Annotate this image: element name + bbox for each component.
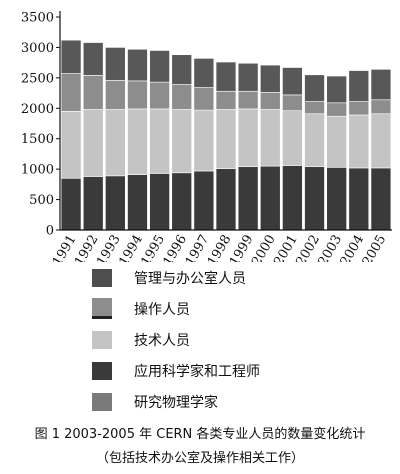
legend-item-operators: 操作人员 xyxy=(92,293,352,324)
bar-1992-series-1 xyxy=(82,109,104,177)
bar-2000-series-1 xyxy=(260,109,281,167)
legend-item-management: 管理与办公室人员 xyxy=(92,262,352,293)
bar-1994-series-1 xyxy=(127,108,148,175)
bar-1995-series-2 xyxy=(149,81,170,110)
bar-1999-series-3 xyxy=(237,62,259,92)
y-tick-label-1000: 1000 xyxy=(21,163,54,178)
y-tick-label-3500: 3500 xyxy=(21,11,54,26)
bar-1999-series-0 xyxy=(237,166,259,231)
bar-1992-series-0 xyxy=(82,176,104,231)
bar-1998-series-2 xyxy=(215,90,237,110)
bar-2004-series-1 xyxy=(348,114,370,169)
bars-group xyxy=(60,39,392,231)
bar-2003-series-0 xyxy=(326,167,347,231)
bar-2004-series-2 xyxy=(348,101,370,116)
bar-2005-series-3 xyxy=(370,69,392,101)
bar-2001-series-1 xyxy=(282,110,303,166)
bar-1994-series-0 xyxy=(127,174,148,231)
bar-1998-series-1 xyxy=(215,109,237,169)
legend-swatch-physicists xyxy=(92,392,112,411)
bar-1993-series-3 xyxy=(105,47,126,81)
x-tick-label-2005: 2005 xyxy=(360,233,390,263)
bar-1993-series-1 xyxy=(105,109,126,177)
legend-swatch-operators xyxy=(92,298,112,319)
bar-1997-series-3 xyxy=(193,58,215,88)
legend-item-technicians: 技术人员 xyxy=(92,324,352,355)
bar-1994-series-2 xyxy=(127,80,148,110)
legend-label-physicists: 研究物理学家 xyxy=(134,394,218,411)
legend-item-engineers: 应用科学家和工程师 xyxy=(92,355,352,386)
bar-2002-series-2 xyxy=(304,101,325,115)
y-tick-label-1500: 1500 xyxy=(21,132,54,147)
bar-1998-series-0 xyxy=(215,168,237,231)
y-tick-label-500: 500 xyxy=(29,193,54,208)
y-tick-label-0: 0 xyxy=(46,224,54,239)
bar-2004-series-3 xyxy=(348,70,370,102)
bar-1992-series-3 xyxy=(82,42,104,76)
bar-2001-series-2 xyxy=(282,94,303,112)
bar-2005-series-1 xyxy=(370,113,392,169)
bar-2002-series-3 xyxy=(304,74,325,102)
bar-2001-series-3 xyxy=(282,67,303,96)
bar-2003-series-1 xyxy=(326,115,347,168)
bar-2001-series-0 xyxy=(282,165,303,231)
bar-1991-series-2 xyxy=(60,73,82,112)
bar-1996-series-1 xyxy=(171,109,192,174)
bar-2002-series-1 xyxy=(304,113,325,168)
legend: 管理与办公室人员 操作人员 技术人员 应用科学家和工程师 研究物理学家 xyxy=(92,262,352,417)
bar-1991-series-0 xyxy=(60,177,82,231)
bar-1994-series-3 xyxy=(127,48,148,82)
bar-2005-series-2 xyxy=(370,99,392,115)
legend-label-management: 管理与办公室人员 xyxy=(134,270,246,287)
legend-swatch-engineers xyxy=(92,361,112,380)
bar-2002-series-0 xyxy=(304,166,325,231)
bar-1995-series-1 xyxy=(149,108,170,174)
bar-1999-series-1 xyxy=(237,108,259,168)
bar-2000-series-2 xyxy=(260,92,281,110)
legend-label-technicians: 技术人员 xyxy=(134,332,190,349)
legend-label-engineers: 应用科学家和工程师 xyxy=(134,363,260,380)
legend-swatch-management xyxy=(92,268,112,287)
bar-1991-series-3 xyxy=(60,39,82,74)
y-tick-label-2000: 2000 xyxy=(21,102,54,117)
figure-caption-line2: （包括技术办公室及操作相关工作） xyxy=(95,451,304,466)
legend-label-operators: 操作人员 xyxy=(134,301,190,318)
bar-1998-series-3 xyxy=(215,61,237,92)
bar-1999-series-2 xyxy=(237,90,259,110)
bar-1997-series-2 xyxy=(193,87,215,111)
bar-2003-series-3 xyxy=(326,75,347,104)
bar-1992-series-2 xyxy=(82,75,104,110)
bar-1996-series-2 xyxy=(171,84,192,110)
bar-1997-series-0 xyxy=(193,170,215,231)
bar-1995-series-0 xyxy=(149,173,170,231)
bar-1995-series-3 xyxy=(149,50,170,83)
legend-item-physicists: 研究物理学家 xyxy=(92,386,352,417)
y-tick-label-3000: 3000 xyxy=(21,41,54,56)
legend-swatch-technicians xyxy=(92,330,112,349)
bar-1991-series-1 xyxy=(60,111,82,179)
bar-1993-series-2 xyxy=(105,79,126,110)
bar-2004-series-0 xyxy=(348,167,370,231)
bar-2000-series-0 xyxy=(260,165,281,231)
stacked-bar-chart: 1991199219931994199519961997199819992000… xyxy=(21,11,392,263)
y-tick-label-2500: 2500 xyxy=(21,71,54,86)
bar-1996-series-0 xyxy=(171,172,192,231)
bar-1993-series-0 xyxy=(105,175,126,231)
bar-2003-series-2 xyxy=(326,102,347,117)
figure-caption-line1: 图 1 2003-2005 年 CERN 各类专业人员的数量变化统计 xyxy=(34,427,366,442)
bar-2000-series-3 xyxy=(260,64,281,93)
bar-1996-series-3 xyxy=(171,54,192,85)
bar-1997-series-1 xyxy=(193,109,215,172)
bar-2005-series-0 xyxy=(370,167,392,231)
